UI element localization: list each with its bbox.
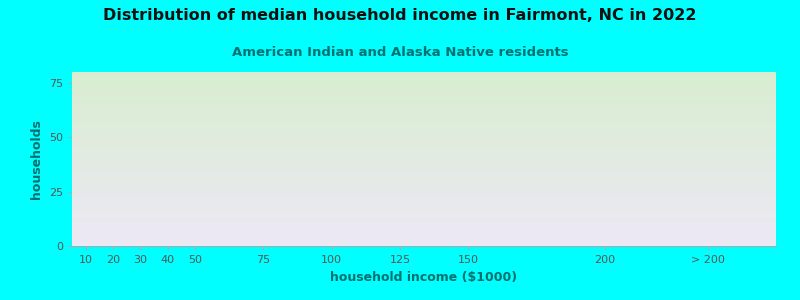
Bar — [436, 218, 501, 246]
Bar — [127, 148, 154, 246]
Bar — [182, 220, 208, 246]
Text: City-Data.com: City-Data.com — [682, 77, 762, 87]
X-axis label: household income ($1000): household income ($1000) — [330, 271, 518, 284]
Bar — [299, 215, 364, 246]
Bar — [73, 163, 98, 246]
Text: American Indian and Alaska Native residents: American Indian and Alaska Native reside… — [232, 46, 568, 59]
Bar — [100, 98, 126, 246]
Bar — [154, 187, 181, 246]
Text: Distribution of median household income in Fairmont, NC in 2022: Distribution of median household income … — [103, 8, 697, 22]
Bar — [642, 222, 773, 246]
Y-axis label: households: households — [30, 119, 43, 199]
